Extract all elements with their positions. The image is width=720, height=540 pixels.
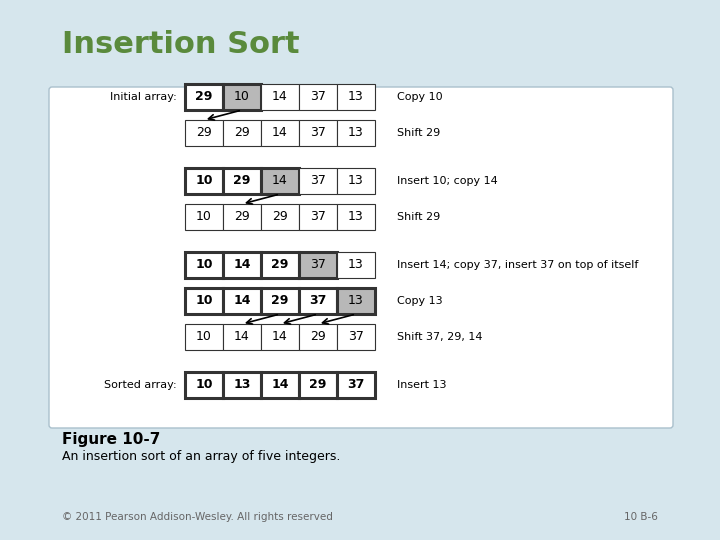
Text: 29: 29 — [310, 379, 327, 392]
Text: 29: 29 — [234, 126, 250, 139]
Bar — [261, 288, 299, 314]
Bar — [185, 168, 223, 194]
Bar — [299, 252, 337, 278]
Bar — [223, 168, 261, 194]
Bar — [299, 324, 337, 350]
Bar — [337, 84, 375, 110]
Text: Copy 10: Copy 10 — [397, 92, 443, 102]
Text: An insertion sort of an array of five integers.: An insertion sort of an array of five in… — [62, 450, 341, 463]
Bar — [299, 288, 337, 314]
Text: © 2011 Pearson Addison-Wesley. All rights reserved: © 2011 Pearson Addison-Wesley. All right… — [62, 512, 333, 522]
Bar — [185, 372, 223, 398]
Text: 37: 37 — [310, 294, 327, 307]
Text: Insert 13: Insert 13 — [397, 380, 446, 390]
Bar — [261, 120, 299, 146]
Text: Insert 10; copy 14: Insert 10; copy 14 — [397, 176, 498, 186]
Text: 14: 14 — [233, 294, 251, 307]
Text: 10: 10 — [196, 330, 212, 343]
FancyBboxPatch shape — [49, 87, 673, 428]
Text: 10: 10 — [195, 294, 212, 307]
Text: 13: 13 — [348, 174, 364, 187]
Bar — [299, 120, 337, 146]
Text: Initial array:: Initial array: — [110, 92, 177, 102]
Text: 14: 14 — [272, 126, 288, 139]
Bar — [223, 252, 261, 278]
Bar — [223, 288, 261, 314]
Bar — [223, 120, 261, 146]
Text: Insertion Sort: Insertion Sort — [62, 30, 300, 59]
Text: 29: 29 — [234, 211, 250, 224]
Text: 14: 14 — [271, 379, 289, 392]
Bar — [299, 204, 337, 230]
Bar — [185, 252, 223, 278]
Text: 29: 29 — [195, 91, 212, 104]
Bar — [185, 324, 223, 350]
Text: 29: 29 — [310, 330, 326, 343]
Bar — [223, 204, 261, 230]
Text: 37: 37 — [310, 126, 326, 139]
Bar — [185, 204, 223, 230]
Text: 29: 29 — [271, 294, 289, 307]
Text: 29: 29 — [271, 259, 289, 272]
Bar — [337, 324, 375, 350]
Text: 10: 10 — [196, 211, 212, 224]
Bar — [337, 372, 375, 398]
Text: 37: 37 — [310, 174, 326, 187]
Bar — [261, 204, 299, 230]
Bar — [337, 120, 375, 146]
Text: 14: 14 — [272, 91, 288, 104]
Text: 37: 37 — [310, 211, 326, 224]
Text: 13: 13 — [348, 91, 364, 104]
Bar — [185, 288, 223, 314]
Bar — [299, 168, 337, 194]
Bar — [337, 204, 375, 230]
Bar — [337, 288, 375, 314]
Bar — [223, 372, 261, 398]
Text: Copy 13: Copy 13 — [397, 296, 443, 306]
Text: 13: 13 — [348, 126, 364, 139]
Text: 10: 10 — [195, 174, 212, 187]
Text: 13: 13 — [348, 211, 364, 224]
Bar — [185, 84, 223, 110]
Text: 10: 10 — [195, 259, 212, 272]
Text: 29: 29 — [196, 126, 212, 139]
Text: 29: 29 — [272, 211, 288, 224]
Text: 37: 37 — [310, 91, 326, 104]
Bar — [185, 120, 223, 146]
Text: 13: 13 — [348, 294, 364, 307]
Text: 10: 10 — [234, 91, 250, 104]
Bar — [223, 324, 261, 350]
Bar — [261, 372, 299, 398]
Bar — [261, 324, 299, 350]
Bar — [261, 252, 299, 278]
Text: Insert 14; copy 37, insert 37 on top of itself: Insert 14; copy 37, insert 37 on top of … — [397, 260, 639, 270]
Text: 13: 13 — [348, 259, 364, 272]
Text: Figure 10-7: Figure 10-7 — [62, 432, 161, 447]
Bar — [337, 168, 375, 194]
Text: 37: 37 — [347, 379, 365, 392]
Text: 10 B-6: 10 B-6 — [624, 512, 658, 522]
Text: Shift 29: Shift 29 — [397, 128, 440, 138]
Text: Shift 29: Shift 29 — [397, 212, 440, 222]
Text: 14: 14 — [272, 330, 288, 343]
Bar — [299, 84, 337, 110]
Text: 37: 37 — [310, 259, 326, 272]
Bar — [261, 84, 299, 110]
Text: 37: 37 — [348, 330, 364, 343]
Text: Shift 37, 29, 14: Shift 37, 29, 14 — [397, 332, 482, 342]
Text: 29: 29 — [233, 174, 251, 187]
Text: 10: 10 — [195, 379, 212, 392]
Bar — [261, 168, 299, 194]
Bar — [223, 84, 261, 110]
Text: 14: 14 — [234, 330, 250, 343]
Text: 13: 13 — [233, 379, 251, 392]
Text: Sorted array:: Sorted array: — [104, 380, 177, 390]
Text: 14: 14 — [272, 174, 288, 187]
Text: 14: 14 — [233, 259, 251, 272]
Bar — [299, 372, 337, 398]
Bar — [337, 252, 375, 278]
